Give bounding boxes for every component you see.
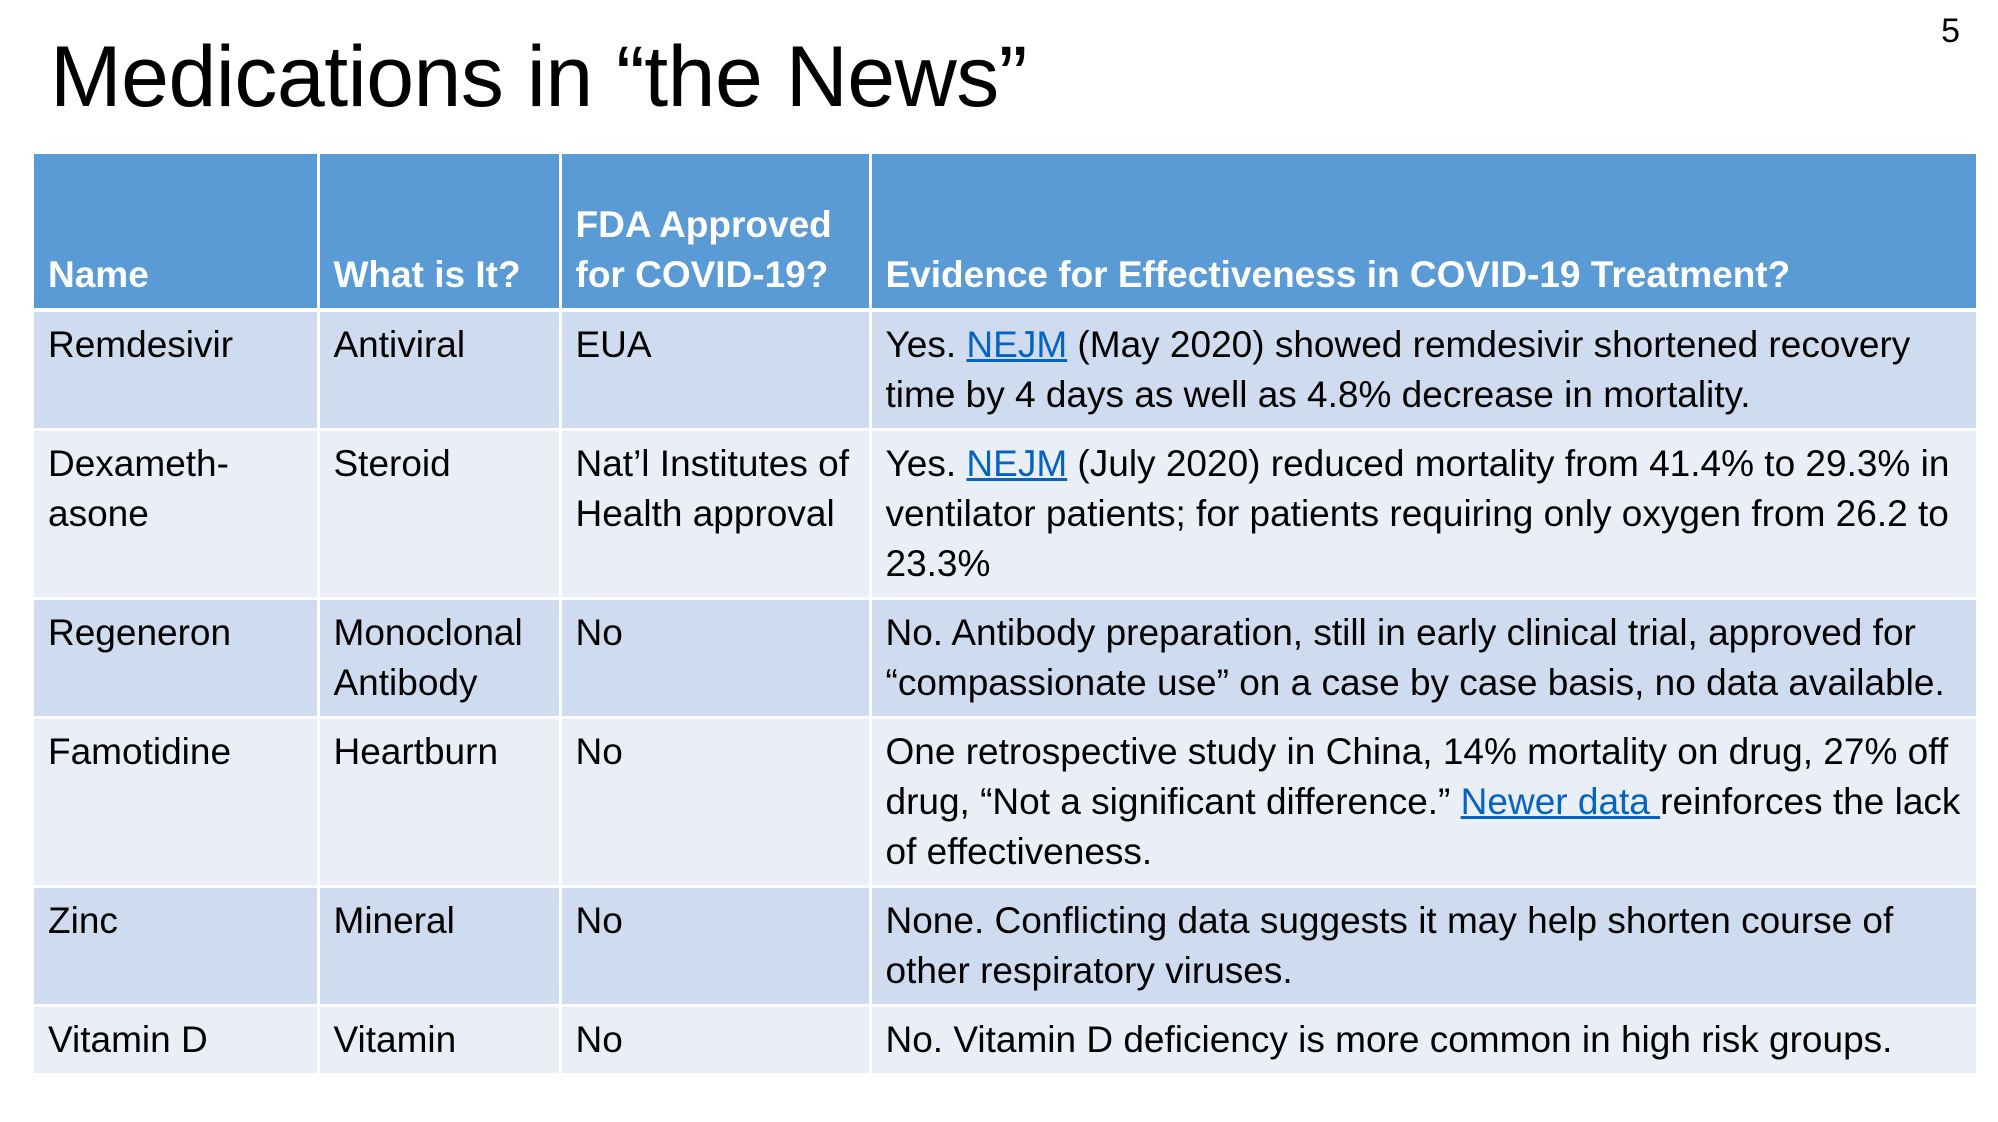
evidence-text: (May 2020) showed remdesivir shortened r… — [885, 324, 1911, 415]
table-row: Famotidine Heartburn No One retrospectiv… — [34, 717, 1976, 888]
evidence-text: Yes. — [885, 443, 967, 484]
cell-name: Regeneron — [34, 598, 320, 719]
cell-name: Remdesivir — [34, 310, 320, 431]
cell-fda: EUA — [560, 310, 872, 431]
cell-what: Steroid — [318, 429, 562, 600]
cell-name: Vitamin D — [34, 1005, 320, 1076]
evidence-text: reinforces the lack of effectiveness. — [885, 781, 1961, 872]
cell-name: Famotidine — [34, 717, 320, 888]
slide-number: 5 — [1941, 12, 1960, 50]
cell-evidence: Yes. NEJM (May 2020) showed remdesivir s… — [870, 310, 1976, 431]
header-name: Name — [34, 154, 320, 312]
newer-data-link[interactable]: Newer data — [1460, 781, 1661, 822]
table-header-row: Name What is It? FDA Approved for COVID-… — [34, 154, 1976, 312]
cell-fda: No — [560, 1005, 872, 1076]
table-row: Regeneron Monoclonal Antibody No No. Ant… — [34, 598, 1976, 719]
cell-evidence: One retrospective study in China, 14% mo… — [870, 717, 1976, 888]
evidence-text: Yes. — [885, 324, 967, 365]
nejm-link[interactable]: NEJM — [966, 324, 1068, 365]
cell-what: Mineral — [318, 886, 562, 1007]
header-what-is-it: What is It? — [318, 154, 562, 312]
header-fda-approved: FDA Approved for COVID-19? — [560, 154, 872, 312]
cell-evidence: No. Antibody preparation, still in early… — [870, 598, 1976, 719]
cell-fda: No — [560, 717, 872, 888]
cell-name: Dexameth-asone — [34, 429, 320, 600]
cell-fda: No — [560, 886, 872, 1007]
cell-what: Monoclonal Antibody — [318, 598, 562, 719]
cell-name: Zinc — [34, 886, 320, 1007]
header-evidence: Evidence for Effectiveness in COVID-19 T… — [870, 154, 1976, 312]
cell-evidence: No. Vitamin D deficiency is more common … — [870, 1005, 1976, 1076]
table-row: Remdesivir Antiviral EUA Yes. NEJM (May … — [34, 310, 1976, 431]
nejm-link[interactable]: NEJM — [966, 443, 1068, 484]
cell-evidence: Yes. NEJM (July 2020) reduced mortality … — [870, 429, 1976, 600]
medications-table: Name What is It? FDA Approved for COVID-… — [34, 154, 1976, 1076]
slide-title: Medications in “the News” — [50, 29, 1027, 125]
cell-what: Heartburn — [318, 717, 562, 888]
cell-fda: Nat’l Institutes of Health approval — [560, 429, 872, 600]
table-row: Zinc Mineral No None. Conflicting data s… — [34, 886, 1976, 1007]
cell-what: Antiviral — [318, 310, 562, 431]
cell-evidence: None. Conflicting data suggests it may h… — [870, 886, 1976, 1007]
evidence-text: (July 2020) reduced mortality from 41.4%… — [885, 443, 1950, 584]
evidence-text: One retrospective study in China, 14% mo… — [885, 731, 1949, 822]
table-row: Dexameth-asone Steroid Nat’l Institutes … — [34, 429, 1976, 600]
cell-what: Vitamin — [318, 1005, 562, 1076]
cell-fda: No — [560, 598, 872, 719]
table-row: Vitamin D Vitamin No No. Vitamin D defic… — [34, 1005, 1976, 1076]
